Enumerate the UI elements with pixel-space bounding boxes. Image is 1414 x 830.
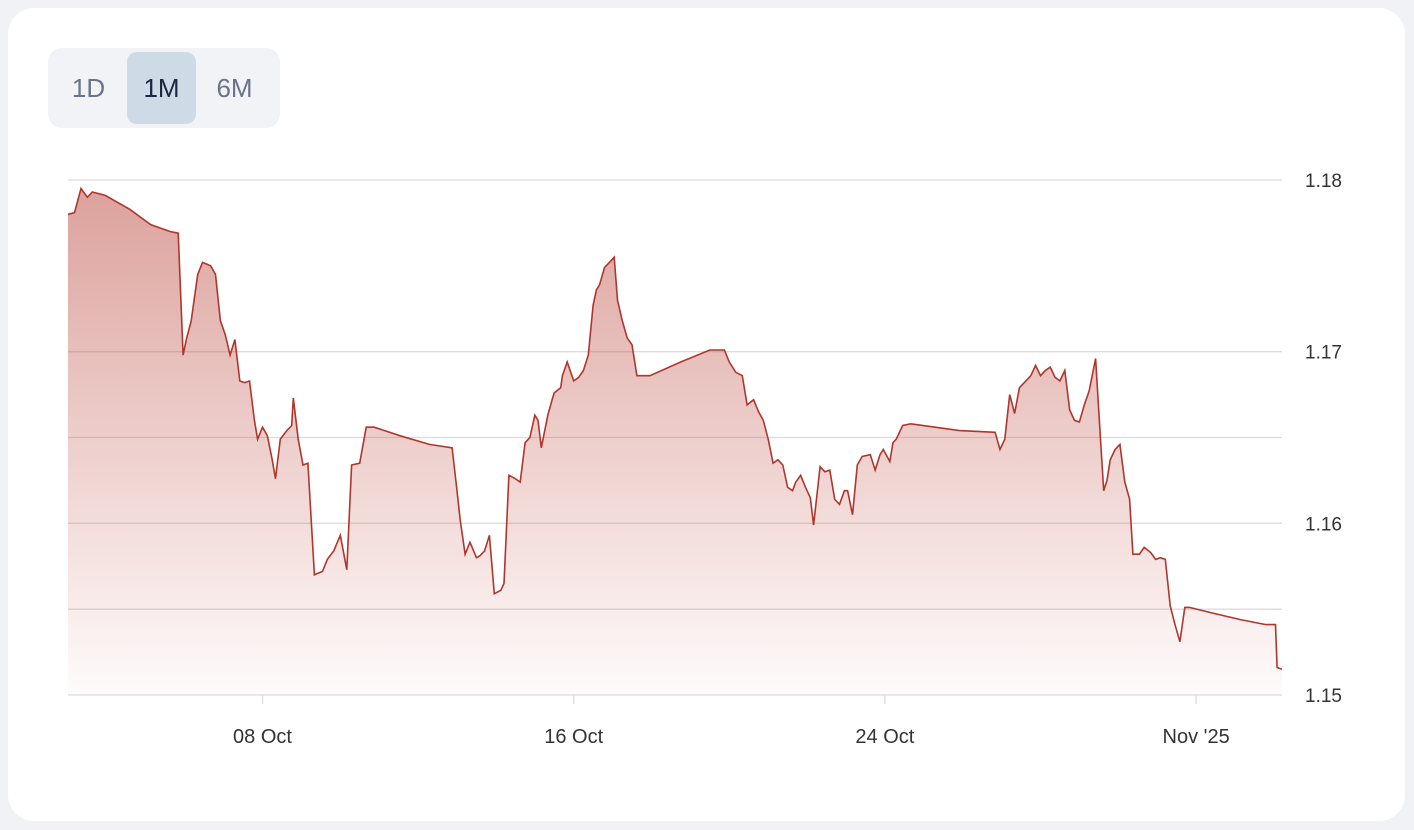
y-tick-label: 1.16	[1305, 514, 1342, 535]
tab-1d[interactable]: 1D	[71, 72, 106, 103]
price-area	[68, 188, 1282, 695]
y-tick-label: 1.17	[1305, 343, 1342, 364]
tab-6m[interactable]: 6M	[216, 72, 253, 103]
range-tabs: 1D 1M 6M	[48, 48, 280, 128]
x-tick-label: 24 Oct	[855, 726, 914, 748]
y-tick-label: 1.18	[1305, 171, 1342, 192]
x-tick-label: 08 Oct	[233, 726, 292, 748]
x-tick-label: 16 Oct	[544, 726, 603, 748]
x-tick-label: Nov '25	[1163, 726, 1230, 748]
y-tick-label: 1.15	[1305, 686, 1342, 707]
tab-1m[interactable]: 1M	[127, 52, 196, 124]
price-line	[67, 186, 1283, 670]
